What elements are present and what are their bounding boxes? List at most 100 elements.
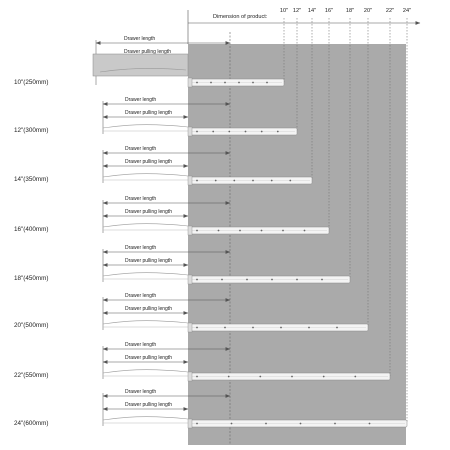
rail-hole-1-5 [276, 130, 279, 133]
pulling-length-label-2: Drawer pulling length [125, 159, 172, 165]
drawer-inner-rail-1 [102, 124, 189, 129]
rail-hole-1-4 [260, 130, 263, 133]
size-label-14: 14"(350mm) [14, 176, 49, 183]
drawer-inner-rail-4 [102, 272, 189, 277]
pulling-length-label-0: Drawer pulling length [124, 49, 171, 55]
dimension-header: Dimension of product: [213, 14, 268, 20]
rail-front-bracket-0 [187, 77, 193, 88]
size-label-18: 18"(450mm) [14, 275, 49, 282]
rail-hole-6-1 [227, 375, 230, 378]
rail-hole-4-4 [296, 278, 298, 281]
rail-hole-6-4 [322, 375, 325, 378]
rail-hole-6-0 [196, 375, 198, 378]
rail-hole-1-1 [212, 130, 215, 133]
drawer-inner-rail-6 [102, 369, 189, 374]
tick-label-4: 18" [345, 8, 355, 14]
rail-hole-0-0 [196, 81, 198, 84]
rail-hole-5-5 [336, 326, 338, 329]
rail-hole-7-0 [196, 422, 198, 425]
drawer-length-label-2: Drawer length [125, 146, 157, 152]
drawer-length-label-3: Drawer length [125, 196, 157, 202]
rail-hole-4-5 [321, 278, 323, 281]
rail-hole-2-4 [270, 179, 273, 182]
rail-hole-7-3 [299, 422, 302, 425]
size-label-12: 12"(300mm) [14, 127, 49, 134]
rail-hole-2-1 [214, 179, 217, 182]
pulling-length-label-7: Drawer pulling length [125, 402, 172, 408]
rail-hole-0-2 [224, 81, 226, 84]
drawer-length-label-6: Drawer length [125, 342, 157, 348]
rail-hole-7-1 [230, 422, 233, 425]
pulling-length-label-4: Drawer pulling length [125, 258, 172, 264]
rail-hole-7-2 [265, 422, 267, 425]
pulling-length-label-5: Drawer pulling length [125, 306, 172, 312]
rail-hole-5-2 [252, 326, 254, 329]
size-label-22: 22"(550mm) [14, 372, 49, 379]
drawer-box-0 [92, 53, 189, 77]
drawer-length-label-4: Drawer length [125, 245, 157, 251]
rail-front-bracket-3 [187, 225, 193, 236]
rail-hole-3-2 [239, 229, 241, 232]
rail-hole-4-1 [221, 278, 223, 281]
rail-hole-4-2 [246, 278, 248, 281]
size-label-24: 24"(600mm) [14, 420, 49, 427]
rail-hole-7-4 [334, 422, 336, 425]
rail-hole-4-3 [271, 278, 273, 281]
drawer-inner-rail-0 [99, 68, 187, 73]
rail-front-bracket-5 [187, 322, 193, 333]
rail-front-bracket-6 [187, 371, 193, 382]
rail-hole-5-0 [196, 326, 198, 329]
drawer-inner-rail-3 [102, 223, 189, 228]
rail-hole-2-5 [289, 179, 292, 182]
rail-hole-3-0 [196, 229, 198, 232]
tick-label-6: 22" [385, 8, 395, 14]
drawer-length-label-5: Drawer length [125, 293, 157, 299]
rail-hole-6-3 [291, 375, 293, 378]
size-label-16: 16"(400mm) [14, 226, 49, 233]
rail-front-bracket-1 [187, 126, 193, 137]
tick-label-7: 24" [402, 8, 412, 14]
tick-label-5: 20" [363, 8, 373, 14]
rail-hole-5-1 [224, 326, 226, 329]
tick-label-2: 14" [307, 8, 317, 14]
pulling-length-label-6: Drawer pulling length [125, 355, 172, 361]
rail-hole-5-3 [280, 326, 282, 329]
drawer-length-label-0: Drawer length [124, 36, 156, 42]
rail-hole-0-1 [210, 81, 212, 84]
rail-hole-6-5 [354, 375, 357, 378]
rail-hole-0-3 [238, 81, 240, 84]
tick-label-3: 16" [324, 8, 334, 14]
size-label-20: 20"(500mm) [14, 322, 49, 329]
size-label-10: 10"(250mm) [14, 79, 49, 86]
drawer-inner-rail-5 [102, 320, 189, 325]
drawer-length-label-7: Drawer length [125, 389, 157, 395]
rail-hole-2-3 [252, 179, 254, 182]
tick-label-0: 10" [279, 8, 289, 14]
rail-hole-2-2 [233, 179, 236, 182]
rail-hole-1-0 [196, 130, 198, 133]
rail-hole-5-4 [308, 326, 310, 329]
rail-hole-1-2 [228, 130, 231, 133]
drawer-length-label-1: Drawer length [125, 97, 157, 103]
drawer-inner-rail-2 [102, 173, 189, 178]
rail-front-bracket-4 [187, 274, 193, 285]
rail-front-bracket-7 [187, 418, 193, 429]
pulling-length-label-3: Drawer pulling length [125, 209, 172, 215]
rail-hole-0-5 [266, 81, 268, 84]
drawer-inner-rail-7 [102, 416, 189, 421]
rail-hole-7-5 [368, 422, 371, 425]
rail-front-bracket-2 [187, 175, 193, 186]
rail-hole-3-3 [260, 229, 263, 232]
rail-hole-2-0 [196, 179, 198, 182]
rail-hole-4-0 [196, 278, 198, 281]
rail-hole-1-3 [244, 130, 247, 133]
pulling-length-label-1: Drawer pulling length [125, 110, 172, 116]
rail-hole-3-5 [303, 229, 306, 232]
rail-hole-3-1 [217, 229, 220, 232]
rail-hole-3-4 [282, 229, 284, 232]
rail-hole-0-4 [252, 81, 254, 84]
rail-hole-6-2 [259, 375, 262, 378]
tick-label-1: 12" [292, 8, 302, 14]
